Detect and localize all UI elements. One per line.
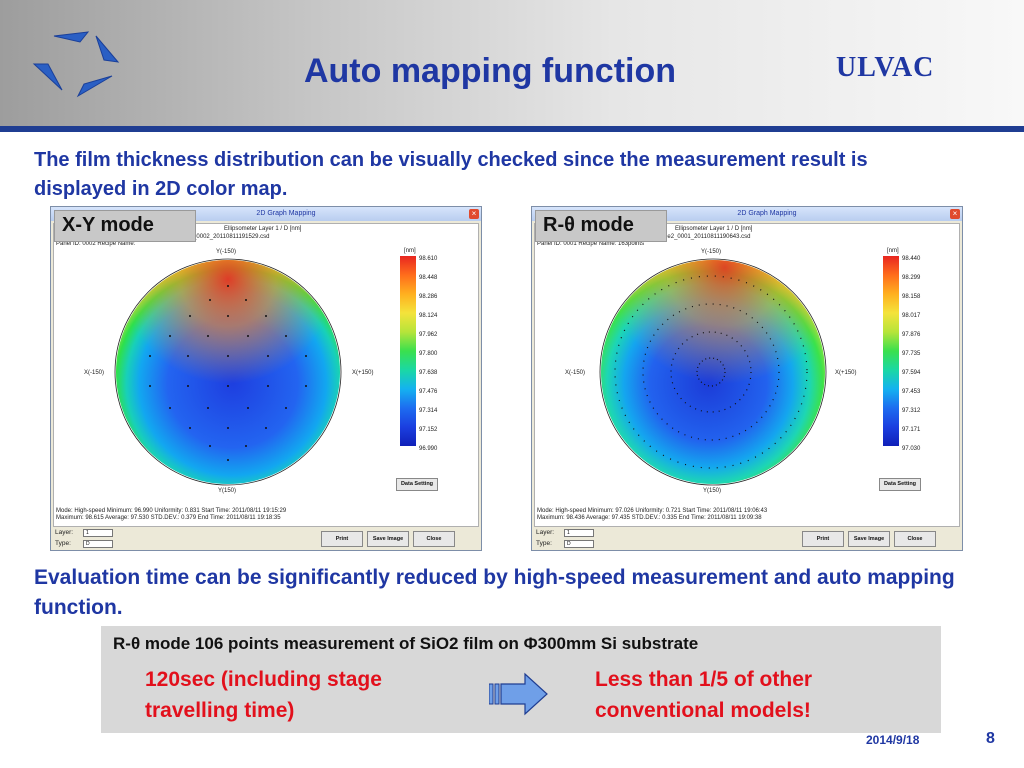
save-image-button[interactable]: Save Image bbox=[848, 531, 890, 547]
colorbar-unit: [nm] bbox=[404, 248, 416, 254]
brand-logo-text: ULVAC bbox=[836, 52, 935, 83]
axis-right-label: X(+150) bbox=[835, 370, 857, 376]
info-line-2: Panel ID: 0001 Recipe Name: 163points bbox=[537, 241, 645, 247]
layer-select[interactable]: 1 bbox=[83, 529, 113, 537]
xy-mode-label: X-Y mode bbox=[54, 210, 196, 242]
intro-paragraph: The film thickness distribution can be v… bbox=[34, 149, 868, 200]
measurement-points bbox=[149, 285, 307, 461]
data-setting-button[interactable]: Data Setting bbox=[879, 478, 921, 491]
save-image-button[interactable]: Save Image bbox=[367, 531, 409, 547]
r-theta-mode-window: 2D Graph Mapping × Ellipsometer Layer 1 … bbox=[531, 206, 963, 551]
stats-line-2: Maximum: 98.436 Average: 97.435 STD.DEV.… bbox=[537, 515, 762, 521]
page-number: 8 bbox=[986, 730, 995, 747]
axis-bottom-label: Y(150) bbox=[703, 488, 722, 494]
summary-box: R-θ mode 106 points measurement of SiO2 … bbox=[101, 626, 941, 733]
summary-heading: R-θ mode 106 points measurement of SiO2 … bbox=[113, 634, 699, 653]
xy-mode-window: 2D Graph Mapping × Ellipsometer Layer 1 … bbox=[50, 206, 482, 551]
header-band bbox=[0, 0, 1024, 130]
layer-title: Ellipsometer Layer 1 / D [nm] bbox=[224, 226, 302, 232]
colorbar bbox=[400, 256, 416, 446]
thickness-map-xy bbox=[114, 258, 342, 486]
type-select[interactable]: D bbox=[564, 540, 594, 548]
map-panel: Ellipsometer Layer 1 / D [nm] Lot ID: Sa… bbox=[534, 223, 960, 527]
header-divider bbox=[0, 126, 1024, 132]
close-icon[interactable]: × bbox=[469, 209, 479, 219]
company-logo-icon bbox=[32, 31, 120, 98]
map-panel: Ellipsometer Layer 1 / D [nm] Lot ID: Sa… bbox=[53, 223, 479, 527]
evaluation-paragraph: Evaluation time can be significantly red… bbox=[34, 566, 955, 619]
measurement-time-text: 120sec (including stage travelling time) bbox=[145, 668, 382, 722]
stats-line-1: Mode: High-speed Minimum: 96.990 Uniform… bbox=[56, 508, 287, 514]
type-label: Type: bbox=[536, 540, 552, 547]
page-title: Auto mapping function bbox=[303, 52, 677, 90]
close-button[interactable]: Close bbox=[413, 531, 455, 547]
print-button[interactable]: Print bbox=[321, 531, 363, 547]
comparison-text: Less than 1/5 of other conventional mode… bbox=[595, 668, 813, 722]
layer-label: Layer: bbox=[536, 529, 555, 536]
axis-left-label: X(-150) bbox=[565, 370, 586, 376]
colorbar bbox=[883, 256, 899, 446]
type-select[interactable]: D bbox=[83, 540, 113, 548]
axis-left-label: X(-150) bbox=[84, 370, 105, 376]
stats-line-2: Maximum: 98.615 Average: 97.530 STD.DEV.… bbox=[56, 515, 281, 521]
type-label: Type: bbox=[55, 540, 71, 547]
thickness-map-r-theta bbox=[599, 258, 827, 486]
info-line-2: Panel ID: 0002 Recipe Name: bbox=[56, 241, 136, 247]
stats-line-1: Mode: High-speed Minimum: 97.026 Uniform… bbox=[537, 508, 768, 514]
close-button[interactable]: Close bbox=[894, 531, 936, 547]
axis-top-label: Y(-150) bbox=[216, 249, 237, 255]
data-setting-button[interactable]: Data Setting bbox=[396, 478, 438, 491]
axis-right-label: X(+150) bbox=[352, 370, 374, 376]
colorbar-unit: [nm] bbox=[887, 248, 899, 254]
layer-title: Ellipsometer Layer 1 / D [nm] bbox=[675, 226, 753, 232]
axis-top-label: Y(-150) bbox=[701, 249, 722, 255]
layer-label: Layer: bbox=[55, 529, 74, 536]
r-theta-mode-label: R-θ mode bbox=[535, 210, 667, 242]
axis-bottom-label: Y(150) bbox=[218, 488, 237, 494]
print-button[interactable]: Print bbox=[802, 531, 844, 547]
close-icon[interactable]: × bbox=[950, 209, 960, 219]
layer-select[interactable]: 1 bbox=[564, 529, 594, 537]
right-arrow-icon bbox=[489, 672, 548, 716]
footer-date: 2014/9/18 bbox=[866, 733, 920, 747]
